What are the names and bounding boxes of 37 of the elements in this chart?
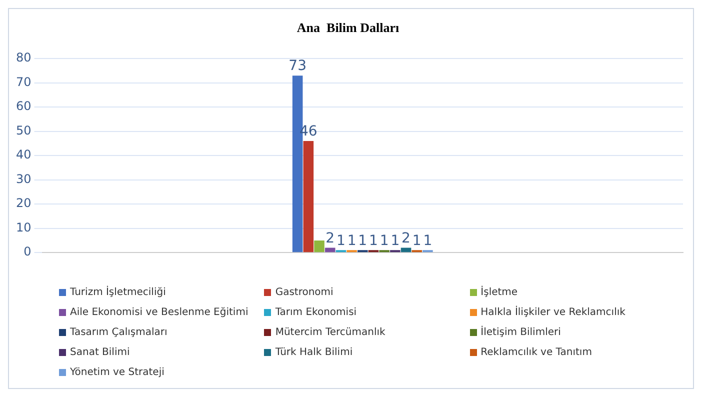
y-tick-label: 20 xyxy=(16,196,32,210)
legend-label: Tasarım Çalışmaları xyxy=(70,327,168,338)
data-label: 1 xyxy=(347,232,356,249)
y-tick-label: 60 xyxy=(16,99,32,114)
y-tick-label: 30 xyxy=(16,172,32,186)
y-tick-label: 70 xyxy=(16,74,32,89)
bar xyxy=(314,240,324,252)
bar xyxy=(303,141,314,252)
bar xyxy=(324,248,336,252)
data-label: 1 xyxy=(390,232,400,249)
y-tick-label: 40 xyxy=(16,148,32,162)
legend-label: İletişim Bilimleri xyxy=(480,327,561,338)
legend-label: Sanat Bilimi xyxy=(70,347,130,358)
legend-label: İşletme xyxy=(480,287,518,298)
y-tick-label: 80 xyxy=(16,50,32,65)
legend-label: Yönetim ve Strateji xyxy=(70,367,164,378)
legend-label: Tarım Ekonomisi xyxy=(275,307,357,318)
data-label: 1 xyxy=(380,232,389,249)
data-label: 1 xyxy=(336,232,346,249)
data-label: 1 xyxy=(369,232,378,249)
data-label: 73 xyxy=(288,58,306,74)
legend-label: Turizm İşletmeciliği xyxy=(70,287,166,298)
data-label: 2 xyxy=(402,230,410,246)
legend-label: Mütercim Tercümanlık xyxy=(275,327,386,338)
data-label: 1 xyxy=(423,232,432,249)
legend-label: Reklamcılık ve Tanıtım xyxy=(480,347,592,358)
y-tick-label: 10 xyxy=(16,220,32,234)
data-label: 1 xyxy=(412,232,422,249)
chart-title: Ana Bilim Dalları xyxy=(296,20,400,36)
y-tick-label: 50 xyxy=(16,123,32,138)
legend-label: Aile Ekonomisi ve Beslenme Eğitimi xyxy=(70,307,248,318)
legend-label: Gastronomi xyxy=(275,287,334,298)
data-label: 1 xyxy=(358,232,368,249)
y-tick-label: 0 xyxy=(24,244,32,259)
legend-label: Halkla İlişkiler ve Reklamcılık xyxy=(480,307,626,318)
legend-label: Türk Halk Bilimi xyxy=(275,347,353,358)
data-label: 2 xyxy=(326,230,335,246)
